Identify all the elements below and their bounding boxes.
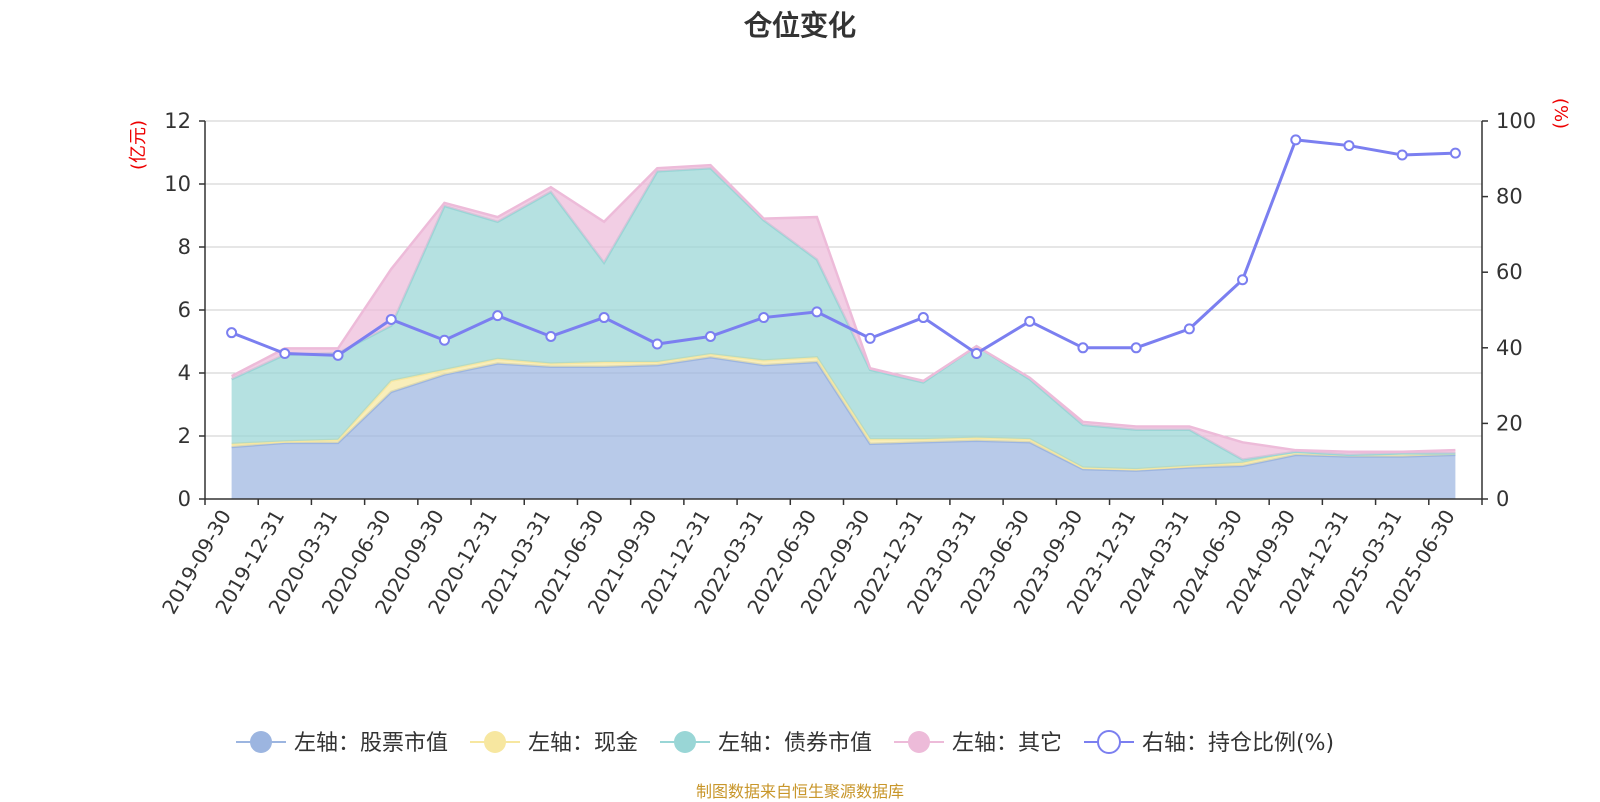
- holding-ratio-point: [811, 306, 823, 318]
- legend-item: 右轴：持仓比例(%): [1084, 730, 1334, 756]
- legend-marker: [674, 731, 696, 753]
- area-series-4-edge: [231, 163, 1456, 453]
- holding-ratio-point: [1343, 140, 1355, 152]
- chart-title: 仓位变化: [743, 9, 856, 42]
- right-axis-tick-label: 80: [1496, 185, 1523, 209]
- left-axis-tick-label: 6: [178, 298, 191, 322]
- holding-ratio-point: [704, 330, 716, 342]
- area-series-1: [231, 357, 1456, 499]
- right-axis-tick-label: 100: [1496, 109, 1536, 133]
- holding-ratio-point: [438, 334, 450, 346]
- legend-item: 左轴：其它: [894, 731, 1062, 756]
- holding-ratio-point: [1024, 315, 1036, 327]
- holding-ratio-line: [231, 138, 1456, 357]
- holding-ratio-point: [385, 313, 397, 325]
- legend-marker: [908, 731, 930, 753]
- legend-label: 左轴：现金: [528, 731, 638, 756]
- right-axis-tick-label: 20: [1496, 411, 1523, 435]
- holding-ratio-point: [332, 349, 344, 361]
- area-series-3: [231, 168, 1456, 470]
- legend-marker: [1097, 730, 1121, 754]
- holding-ratio-point: [1183, 323, 1195, 335]
- left-axis-tick-label: 0: [178, 487, 191, 511]
- holding-ratio-point: [917, 312, 929, 324]
- left-axis-tick-label: 12: [164, 109, 191, 133]
- right-axis-tick-label: 0: [1496, 487, 1509, 511]
- area-series-4: [231, 165, 1456, 460]
- legend-item: 左轴：股票市值: [236, 731, 448, 756]
- holding-ratio-point: [1396, 149, 1408, 161]
- holding-ratio-point: [971, 347, 983, 359]
- legend-item: 左轴：债券市值: [660, 731, 872, 756]
- holding-ratio-point: [226, 327, 238, 339]
- holding-ratio-point: [1130, 342, 1142, 354]
- holding-ratio-point: [1077, 342, 1089, 354]
- right-axis-tick-label: 40: [1496, 336, 1523, 360]
- holding-ratio-point: [598, 312, 610, 324]
- left-axis-tick-label: 4: [178, 361, 191, 385]
- holding-ratio-point: [758, 312, 770, 324]
- legend-item: 左轴：现金: [470, 731, 638, 756]
- legend-label: 右轴：持仓比例(%): [1142, 731, 1334, 756]
- left-axis-tick-label: 8: [178, 235, 191, 259]
- holding-ratio-point: [651, 338, 663, 350]
- holding-ratio-point: [279, 347, 291, 359]
- holding-ratio-point: [492, 310, 504, 322]
- legend-label: 左轴：股票市值: [294, 731, 448, 756]
- holding-ratio-point: [1237, 274, 1249, 286]
- left-axis-tick-label: 2: [178, 424, 191, 448]
- legend-marker: [484, 731, 506, 753]
- right-axis-tick-label: 60: [1496, 260, 1523, 284]
- legend-label: 左轴：债券市值: [718, 731, 872, 756]
- holding-ratio-point: [1449, 147, 1461, 159]
- legend-marker: [250, 731, 272, 753]
- holding-ratio-point: [1290, 134, 1302, 146]
- left-axis-tick-label: 10: [164, 172, 191, 196]
- legend-label: 左轴：其它: [952, 731, 1062, 756]
- holding-ratio-point: [864, 332, 876, 344]
- holding-ratio-point: [545, 330, 557, 342]
- data-source-note: 制图数据来自恒生聚源数据库: [695, 782, 904, 801]
